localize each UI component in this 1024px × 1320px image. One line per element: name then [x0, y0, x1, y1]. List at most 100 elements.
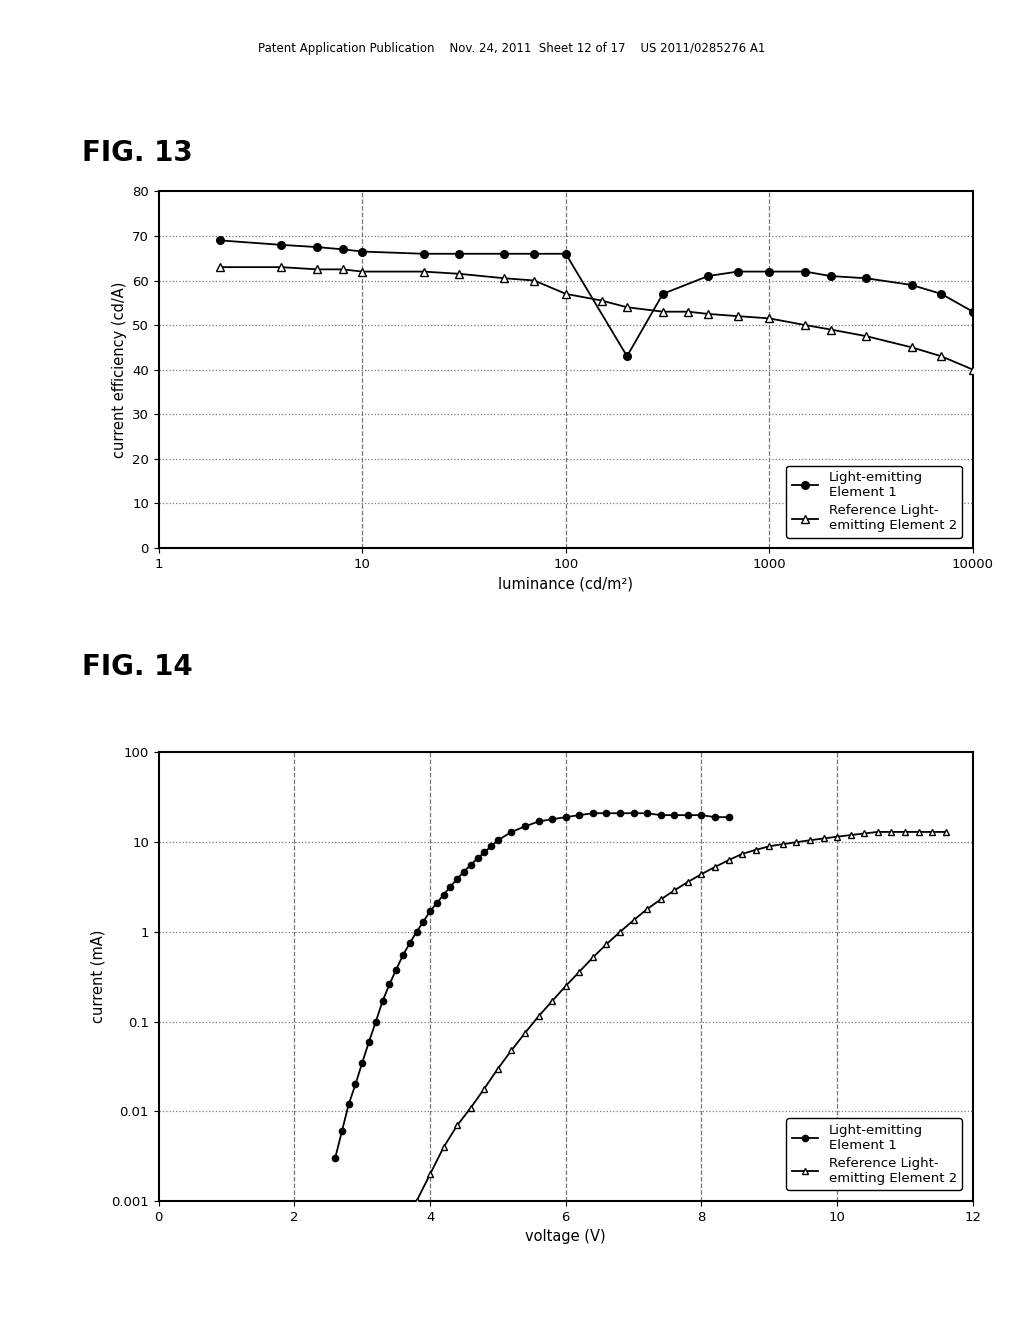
Reference Light-
emitting Element 2 [871, 824, 884, 840]
Reference Light-
emitting Element 2 [519, 1024, 531, 1040]
Reference Light-
emitting Element 2 [831, 829, 844, 845]
Light-emitting
Element 1 [362, 1034, 375, 1049]
Light-emitting
Element 1 [417, 913, 429, 929]
Reference Light-
emitting Element 2 [763, 310, 775, 326]
Light-emitting
Element 1 [628, 805, 640, 821]
X-axis label: voltage (V): voltage (V) [525, 1229, 606, 1245]
Light-emitting
Element 1 [621, 348, 633, 364]
Light-emitting
Element 1 [454, 246, 466, 261]
Line: Reference Light-
emitting Element 2: Reference Light- emitting Element 2 [216, 263, 977, 374]
Light-emitting
Element 1 [709, 809, 721, 825]
Light-emitting
Element 1 [600, 805, 612, 821]
Reference Light-
emitting Element 2 [546, 993, 558, 1008]
Light-emitting
Element 1 [336, 1123, 348, 1139]
Reference Light-
emitting Element 2 [587, 949, 599, 965]
Reference Light-
emitting Element 2 [817, 830, 829, 846]
Reference Light-
emitting Element 2 [695, 866, 708, 882]
Light-emitting
Element 1 [349, 1077, 361, 1093]
Light-emitting
Element 1 [559, 246, 571, 261]
Light-emitting
Element 1 [485, 838, 498, 854]
Reference Light-
emitting Element 2 [654, 891, 667, 907]
Light-emitting
Element 1 [532, 813, 545, 829]
Reference Light-
emitting Element 2 [776, 837, 788, 853]
X-axis label: luminance (cd/m²): luminance (cd/m²) [499, 576, 633, 591]
Light-emitting
Element 1 [370, 1014, 382, 1030]
Reference Light-
emitting Element 2 [886, 824, 898, 840]
Light-emitting
Element 1 [499, 246, 511, 261]
Light-emitting
Element 1 [437, 887, 450, 903]
Light-emitting
Element 1 [731, 264, 743, 280]
Reference Light-
emitting Element 2 [668, 883, 680, 899]
Light-emitting
Element 1 [424, 903, 436, 919]
Legend: Light-emitting
Element 1, Reference Light-
emitting Element 2: Light-emitting Element 1, Reference Ligh… [786, 466, 963, 537]
Light-emitting
Element 1 [656, 286, 669, 302]
Reference Light-
emitting Element 2 [791, 834, 803, 850]
Reference Light-
emitting Element 2 [454, 265, 466, 281]
Reference Light-
emitting Element 2 [600, 936, 612, 952]
Reference Light-
emitting Element 2 [628, 912, 640, 928]
Reference Light-
emitting Element 2 [311, 261, 324, 277]
Light-emitting
Element 1 [506, 824, 518, 840]
Reference Light-
emitting Element 2 [214, 259, 226, 275]
Reference Light-
emitting Element 2 [506, 1043, 518, 1059]
Reference Light-
emitting Element 2 [478, 1081, 490, 1097]
Light-emitting
Element 1 [356, 1055, 369, 1071]
Reference Light-
emitting Element 2 [750, 842, 762, 858]
Reference Light-
emitting Element 2 [573, 964, 586, 979]
Reference Light-
emitting Element 2 [723, 853, 735, 869]
Light-emitting
Element 1 [967, 304, 979, 319]
Light-emitting
Element 1 [377, 993, 389, 1008]
Light-emitting
Element 1 [329, 1151, 341, 1167]
Reference Light-
emitting Element 2 [967, 362, 979, 378]
Reference Light-
emitting Element 2 [336, 261, 348, 277]
Line: Reference Light-
emitting Element 2: Reference Light- emitting Element 2 [413, 829, 949, 1205]
Reference Light-
emitting Element 2 [656, 304, 669, 319]
Reference Light-
emitting Element 2 [424, 1167, 436, 1183]
Line: Light-emitting
Element 1: Light-emitting Element 1 [216, 236, 977, 360]
Light-emitting
Element 1 [695, 808, 708, 824]
Reference Light-
emitting Element 2 [701, 306, 714, 322]
Reference Light-
emitting Element 2 [845, 828, 857, 843]
Light-emitting
Element 1 [311, 239, 324, 255]
Light-emitting
Element 1 [528, 246, 541, 261]
Reference Light-
emitting Element 2 [465, 1100, 477, 1115]
Reference Light-
emitting Element 2 [926, 824, 938, 840]
Reference Light-
emitting Element 2 [499, 271, 511, 286]
Reference Light-
emitting Element 2 [799, 317, 811, 333]
Reference Light-
emitting Element 2 [940, 824, 952, 840]
Reference Light-
emitting Element 2 [411, 1193, 423, 1209]
Text: FIG. 14: FIG. 14 [82, 653, 193, 681]
Light-emitting
Element 1 [654, 808, 667, 824]
Light-emitting
Element 1 [356, 244, 369, 260]
Reference Light-
emitting Element 2 [595, 293, 607, 309]
Reference Light-
emitting Element 2 [641, 902, 653, 917]
Light-emitting
Element 1 [546, 812, 558, 828]
Light-emitting
Element 1 [465, 857, 477, 873]
Light-emitting
Element 1 [471, 850, 483, 866]
Light-emitting
Element 1 [905, 277, 918, 293]
Reference Light-
emitting Element 2 [905, 339, 918, 355]
Text: Patent Application Publication    Nov. 24, 2011  Sheet 12 of 17    US 2011/02852: Patent Application Publication Nov. 24, … [258, 42, 766, 55]
Light-emitting
Element 1 [763, 264, 775, 280]
Light-emitting
Element 1 [214, 232, 226, 248]
Reference Light-
emitting Element 2 [356, 264, 369, 280]
Light-emitting
Element 1 [860, 271, 872, 286]
Reference Light-
emitting Element 2 [804, 833, 816, 849]
Reference Light-
emitting Element 2 [451, 1118, 463, 1134]
Text: FIG. 13: FIG. 13 [82, 139, 193, 166]
Reference Light-
emitting Element 2 [437, 1139, 450, 1155]
Reference Light-
emitting Element 2 [858, 825, 870, 841]
Light-emitting
Element 1 [723, 809, 735, 825]
Y-axis label: current efficiency (cd/A): current efficiency (cd/A) [112, 281, 127, 458]
Reference Light-
emitting Element 2 [709, 859, 721, 875]
Legend: Light-emitting
Element 1, Reference Light-
emitting Element 2: Light-emitting Element 1, Reference Ligh… [786, 1118, 963, 1191]
Reference Light-
emitting Element 2 [763, 838, 775, 854]
Reference Light-
emitting Element 2 [682, 874, 694, 890]
Light-emitting
Element 1 [397, 948, 410, 964]
Reference Light-
emitting Element 2 [275, 259, 288, 275]
Line: Light-emitting
Element 1: Light-emitting Element 1 [332, 810, 732, 1162]
Light-emitting
Element 1 [403, 935, 416, 950]
Light-emitting
Element 1 [342, 1097, 355, 1113]
Light-emitting
Element 1 [418, 246, 430, 261]
Light-emitting
Element 1 [411, 924, 423, 940]
